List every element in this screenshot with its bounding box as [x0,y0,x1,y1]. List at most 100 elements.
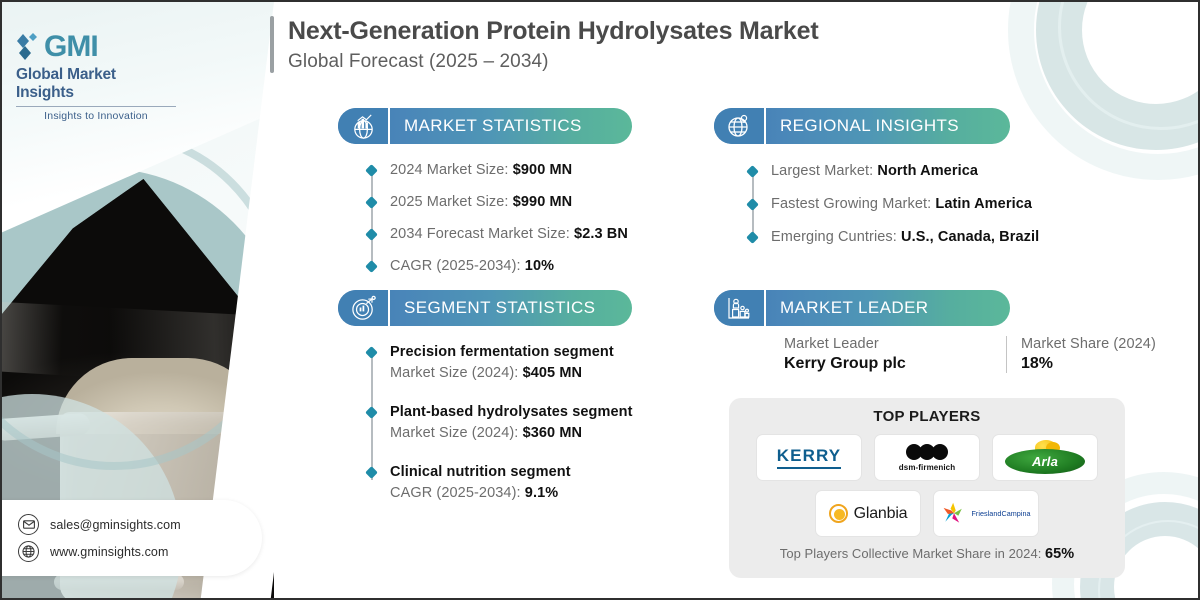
item-value: $990 MN [512,194,573,211]
item-label: Fastest Growing Market: [771,196,936,213]
bullet-icon [746,165,759,178]
kerry-logo-text: KERRY [776,445,842,465]
page-title: Next-Generation Protein Hydrolysates Mar… [288,17,819,45]
item-value: U.S., Canada, Brazil [901,229,1040,246]
top-players-footer-value: 65% [1045,546,1075,562]
contact-website-row[interactable]: www.gminsights.com [18,541,262,562]
bullet-icon [365,260,378,273]
glanbia-logo: Glanbia [828,504,908,523]
item-value: 9.1% [524,485,559,502]
frieslandcampina-logo: FrieslandCampina [941,501,1031,527]
bullet-icon [746,231,759,244]
section-header-regional-insights[interactable]: REGIONAL INSIGHTS [714,108,1010,144]
list-item: Fastest Growing Market: Latin America [746,194,1108,215]
item-label: 2034 Forecast Market Size: [390,226,575,243]
logo-card-frieslandcampina[interactable]: FrieslandCampina [933,490,1039,537]
kerry-logo-rule [776,466,842,469]
item-value: Latin America [935,196,1033,213]
logo-card-dsm-firmenich[interactable]: dsm-firmenich [874,434,980,481]
item-label: Market Size (2024): [390,425,523,442]
item-value: $900 MN [512,162,573,178]
item-label: 2024 Market Size: [390,162,513,178]
dsm-firmenich-logo: dsm-firmenich [898,443,956,472]
list-item: Clinical nutrition segment CAGR (2025-203… [365,462,697,504]
market-leader-caption: Market Leader [784,336,879,352]
contact-email-row[interactable]: sales@gminsights.com [18,514,262,535]
arla-oval: Arla [1005,448,1085,474]
bullet-icon [365,406,378,419]
pie-chart-target-icon [338,290,390,326]
list-item: 2034 Forecast Market Size: $2.3 BN [365,224,667,245]
arla-logo-text: Arla [1031,453,1059,469]
section-header-market-statistics[interactable]: MARKET STATISTICS [338,108,632,144]
envelope-icon [18,514,39,535]
item-heading: Precision fermentation segment [390,344,614,360]
bullet-icon [365,228,378,241]
dsm-firmenich-logo-text: dsm-firmenich [898,462,956,472]
section-header-market-leader[interactable]: MARKET LEADER [714,290,1010,326]
item-label: 2025 Market Size: [390,194,513,211]
item-value: $360 MN [522,425,583,442]
contact-pill: sales@gminsights.com www.gminsights.com [2,500,262,576]
market-leader-name: Kerry Group plc [784,355,906,372]
logo-card-glanbia[interactable]: Glanbia [815,490,921,537]
podium-leader-icon [714,290,766,326]
list-item: CAGR (2025-2034): 10% [365,256,667,277]
list-item: 2025 Market Size: $990 MN [365,192,667,213]
logo-card-arla[interactable]: Arla [992,434,1098,481]
market-share-value: 18% [1021,355,1054,372]
kerry-logo: KERRY [776,445,842,469]
market-leader-left: Market Leader Kerry Group plc [784,336,1006,373]
contact-email-text: sales@gminsights.com [50,517,181,532]
item-value: $405 MN [522,365,583,382]
item-value: $2.3 BN [574,226,628,243]
title-accent-bar [270,16,274,74]
top-players-panel: TOP PLAYERS KERRY dsm-firmenich [729,398,1125,578]
bullet-icon [365,346,378,359]
top-players-row-1: KERRY dsm-firmenich Arla [743,434,1111,481]
frieslandcampina-logo-text: FrieslandCampina [971,509,1031,518]
top-players-footer: Top Players Collective Market Share in 2… [743,546,1111,562]
list-track [371,168,373,268]
item-label: CAGR (2025-2034): [390,485,525,502]
dsm-dots-icon [899,443,955,460]
bullet-icon [746,198,759,211]
header: Next-Generation Protein Hydrolysates Mar… [270,16,819,74]
item-label: Largest Market: [771,163,878,179]
list-market-statistics: 2024 Market Size: $900 MN 2025 Market Si… [365,160,667,277]
leader-divider [1006,336,1007,373]
globe-icon [18,541,39,562]
list-regional-insights: Largest Market: North America Fastest Gr… [746,161,1108,248]
decorative-ring-top-right-inner [1058,2,1198,130]
list-item: Plant-based hydrolysates segment Market S… [365,402,697,444]
market-share-caption: Market Share (2024) [1021,336,1156,352]
gmi-logo-rule [16,106,176,107]
gmi-logo-name: Global Market Insights [16,66,116,101]
list-item: Emerging Cuntries: U.S., Canada, Brazil [746,227,1108,248]
section-label-regional-insights: REGIONAL INSIGHTS [780,116,960,135]
list-segment-statistics: Precision fermentation segment Market Siz… [365,342,697,504]
glanbia-logo-text: Glanbia [853,504,908,522]
decorative-ring-top-right-outer [1008,2,1198,180]
item-label: Emerging Cuntries: [771,229,902,246]
contact-website-text: www.gminsights.com [50,544,169,559]
arla-logo: Arla [1005,439,1085,476]
market-leader-body: Market Leader Kerry Group plc Market Sha… [784,336,1156,373]
section-label-market-leader: MARKET LEADER [780,298,929,317]
frieslandcampina-star-icon [944,502,963,523]
top-players-title: TOP PLAYERS [873,408,981,425]
item-value: 10% [524,258,555,275]
item-label: CAGR (2025-2034): [390,258,525,275]
gmi-logo[interactable]: GMI Global Market Insights Insights to I… [16,32,176,122]
globe-pin-icon [714,108,766,144]
item-value: North America [877,163,979,179]
item-heading: Clinical nutrition segment [390,464,571,481]
list-item: 2024 Market Size: $900 MN [365,160,667,181]
top-players-footer-label: Top Players Collective Market Share in 2… [779,546,1046,561]
gmi-logo-text: GMI [44,30,99,63]
list-item: Largest Market: North America [746,161,1108,182]
bullet-icon [365,196,378,209]
section-header-segment-statistics[interactable]: SEGMENT STATISTICS [338,290,632,326]
logo-card-kerry[interactable]: KERRY [756,434,862,481]
